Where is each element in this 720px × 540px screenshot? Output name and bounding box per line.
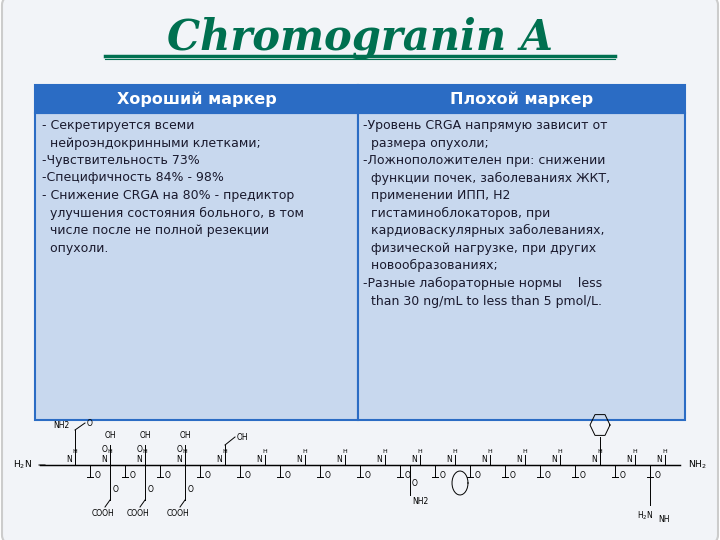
FancyBboxPatch shape	[35, 113, 358, 420]
Text: N: N	[376, 455, 382, 464]
Text: H: H	[343, 449, 347, 454]
Text: Хороший маркер: Хороший маркер	[117, 91, 276, 107]
Text: N: N	[216, 455, 222, 464]
Text: O: O	[412, 478, 418, 488]
Text: N: N	[411, 455, 417, 464]
FancyBboxPatch shape	[35, 85, 358, 113]
Text: O: O	[405, 470, 411, 480]
Text: -Уровень CRGA напрямую зависит от
  размера опухоли;
-Ложноположителен при: сниж: -Уровень CRGA напрямую зависит от размер…	[363, 119, 610, 308]
Text: N: N	[256, 455, 262, 464]
Text: N: N	[551, 455, 557, 464]
Text: O: O	[545, 470, 551, 480]
Text: N: N	[446, 455, 452, 464]
Text: Chromogranin A: Chromogranin A	[167, 17, 553, 59]
Text: H: H	[633, 449, 637, 454]
Text: H: H	[453, 449, 457, 454]
Text: N: N	[176, 455, 182, 464]
Text: H: H	[222, 449, 228, 454]
Text: O: O	[580, 470, 586, 480]
FancyBboxPatch shape	[358, 85, 685, 113]
Text: N: N	[66, 455, 72, 464]
Text: H: H	[302, 449, 307, 454]
Text: OH: OH	[179, 431, 191, 440]
Text: H: H	[183, 449, 187, 454]
Text: $\rm NH_2$: $\rm NH_2$	[688, 459, 707, 471]
Text: O: O	[95, 470, 101, 480]
Text: O: O	[165, 470, 171, 480]
Text: COOH: COOH	[127, 509, 149, 518]
Text: H: H	[418, 449, 423, 454]
Text: O: O	[177, 446, 183, 455]
Text: OH: OH	[237, 433, 248, 442]
Text: H: H	[523, 449, 527, 454]
Text: H: H	[598, 449, 603, 454]
FancyBboxPatch shape	[358, 113, 685, 420]
Text: NH2: NH2	[412, 497, 428, 506]
Text: N: N	[136, 455, 142, 464]
Text: - Секретируется всеми
  нейроэндокринными клетками;
-Чувствительность 73%
-Специ: - Секретируется всеми нейроэндокринными …	[42, 119, 304, 255]
Text: O: O	[285, 470, 291, 480]
Text: NH: NH	[658, 515, 670, 524]
Text: H: H	[73, 449, 77, 454]
Text: O: O	[475, 470, 481, 480]
Text: O: O	[87, 418, 93, 428]
Text: O: O	[130, 470, 136, 480]
Text: H: H	[487, 449, 492, 454]
Text: N: N	[516, 455, 522, 464]
Text: N: N	[481, 455, 487, 464]
Text: O: O	[245, 470, 251, 480]
Text: O: O	[655, 470, 661, 480]
Text: O: O	[440, 470, 446, 480]
Text: O: O	[113, 485, 119, 495]
Text: O: O	[137, 446, 143, 455]
Text: COOH: COOH	[91, 509, 114, 518]
Text: O: O	[620, 470, 626, 480]
Text: N: N	[656, 455, 662, 464]
Text: O: O	[205, 470, 211, 480]
Text: H: H	[662, 449, 667, 454]
Text: $\rm H_2N$: $\rm H_2N$	[636, 510, 653, 523]
Text: H: H	[382, 449, 387, 454]
Text: $\rm H_2N$: $\rm H_2N$	[13, 459, 32, 471]
Text: N: N	[626, 455, 632, 464]
Text: Плохой маркер: Плохой маркер	[450, 91, 593, 107]
Text: H: H	[143, 449, 148, 454]
Text: N: N	[336, 455, 342, 464]
Text: O: O	[148, 485, 154, 495]
Text: O: O	[102, 446, 108, 455]
Text: O: O	[325, 470, 331, 480]
Text: N: N	[101, 455, 107, 464]
Text: OH: OH	[139, 431, 150, 440]
Text: H: H	[263, 449, 267, 454]
Text: OH: OH	[104, 431, 116, 440]
Text: O: O	[188, 485, 194, 495]
Text: N: N	[296, 455, 302, 464]
Text: O: O	[510, 470, 516, 480]
Text: O: O	[365, 470, 371, 480]
Text: H: H	[557, 449, 562, 454]
Text: COOH: COOH	[166, 509, 189, 518]
Text: N: N	[591, 455, 597, 464]
Text: H: H	[107, 449, 112, 454]
Text: NH2: NH2	[54, 421, 70, 429]
